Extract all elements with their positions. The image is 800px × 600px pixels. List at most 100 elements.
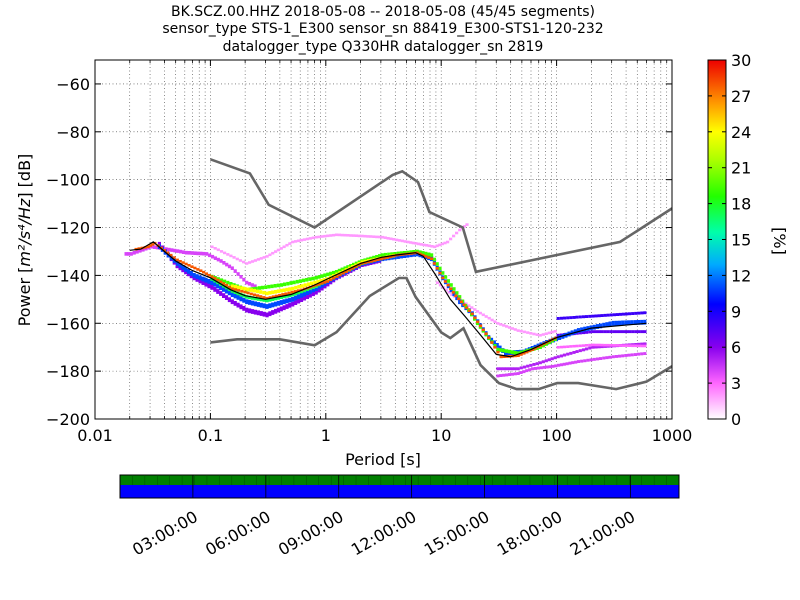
pdf-cell	[242, 277, 246, 282]
pdf-cell	[223, 251, 227, 255]
pdf-cell	[496, 367, 500, 371]
pdf-cell	[484, 332, 488, 335]
chart-title-line-3: datalogger_type Q330HR datalogger_sn 281…	[223, 39, 544, 55]
pdf-cell	[457, 297, 461, 301]
pdf-cell	[193, 266, 197, 270]
pdf-cell	[293, 290, 298, 293]
pdf-cell	[422, 243, 426, 247]
pdf-cell	[640, 311, 644, 315]
pdf-cell	[418, 250, 422, 254]
pdf-cell	[219, 291, 223, 296]
pdf-cell	[178, 260, 182, 263]
pdf-cell	[152, 245, 157, 249]
pdf-cell	[274, 308, 278, 314]
pdf-cell	[454, 294, 458, 298]
plot-frame	[94, 59, 673, 420]
pdf-cell	[268, 296, 272, 299]
pdf-cell	[346, 234, 350, 237]
pdf-cell	[467, 304, 471, 307]
pdf-cell	[525, 369, 529, 373]
pdf-cell	[621, 320, 625, 326]
pdf-cell	[344, 270, 348, 273]
pdf-cell	[558, 335, 562, 340]
coverage-bar-upper	[120, 475, 679, 485]
pdf-cell	[559, 316, 563, 320]
pdf-cell	[285, 304, 289, 309]
pdf-cell	[447, 291, 451, 294]
pdf-cell	[291, 292, 295, 297]
pdf-cell	[569, 316, 573, 320]
pdf-cell	[573, 329, 577, 335]
pdf-cell	[427, 256, 431, 259]
pdf-cell	[337, 233, 341, 237]
pdf-cell	[290, 290, 294, 294]
pdf-cell	[219, 278, 224, 282]
pdf-cell	[581, 331, 586, 335]
pdf-cell	[240, 290, 244, 293]
pdf-cell	[338, 273, 342, 277]
pdf-cell	[257, 286, 261, 290]
pdf-cell	[276, 289, 280, 293]
noise-models	[209, 158, 672, 391]
pdf-cell	[643, 330, 647, 334]
pdf-cell	[282, 288, 286, 292]
pdf-cell	[571, 361, 575, 365]
pdf-cell	[268, 291, 272, 295]
pdf-cell	[143, 246, 147, 249]
pdf-cell	[265, 312, 269, 318]
pdf-cell	[294, 285, 298, 290]
pdf-cell	[516, 329, 520, 332]
pdf-cell	[190, 251, 194, 255]
pdf-cell	[529, 363, 533, 367]
pdf-cell	[392, 238, 396, 241]
pdf-cell	[233, 269, 237, 273]
pdf-cell	[285, 287, 289, 292]
pdf-cell	[155, 245, 159, 250]
pdf-cell	[566, 316, 570, 320]
pdf-cell	[320, 285, 324, 291]
pdf-cell	[498, 345, 502, 351]
pdf-cell	[467, 309, 472, 313]
pdf-cell	[578, 331, 582, 335]
pdf-cell	[532, 363, 536, 366]
pdf-cell	[634, 343, 638, 346]
pdf-cell	[227, 285, 231, 289]
colorbar-ticks: 0 3 6 9 12 15 18 21 24 27 30	[708, 51, 751, 429]
pdf-cell	[243, 287, 247, 291]
pdf-cell	[643, 344, 647, 348]
pdf-cell	[580, 327, 584, 333]
pdf-cell	[605, 356, 609, 360]
pdf-cell	[481, 313, 485, 317]
pdf-cell	[216, 283, 220, 289]
pdf-cell	[403, 240, 407, 243]
pdf-cell	[637, 311, 641, 315]
pdf-cell	[276, 296, 280, 300]
pdf-cell	[499, 348, 503, 352]
pdf-cell	[455, 295, 459, 301]
pdf-cell	[609, 330, 613, 334]
pdf-cell	[597, 343, 601, 347]
pdf-cell	[578, 349, 582, 353]
pdf-cell	[204, 281, 208, 287]
pdf-cell	[559, 345, 563, 349]
pdf-cell	[224, 283, 229, 287]
pdf-cell	[637, 344, 641, 348]
pdf-cell	[325, 280, 329, 283]
pdf-cell	[562, 316, 567, 320]
pdf-cell	[259, 297, 263, 302]
pdf-cell	[335, 275, 339, 278]
pdf-cell	[636, 320, 641, 325]
pdf-cell	[282, 305, 286, 311]
pdf-cell	[323, 283, 327, 289]
y-axis-label: Power [m²/s⁴/Hz] [dB]	[15, 154, 34, 327]
pdf-cell	[612, 344, 616, 347]
pdf-cell	[470, 306, 474, 309]
pdf-cell	[262, 290, 266, 295]
pdf-cell	[245, 307, 249, 313]
pdf-cell	[531, 348, 535, 351]
pdf-cell	[357, 263, 361, 267]
pdf-cell	[597, 330, 601, 334]
pdf-cell	[608, 355, 612, 359]
pdf-cell	[250, 283, 254, 287]
pdf-cell	[421, 253, 425, 257]
